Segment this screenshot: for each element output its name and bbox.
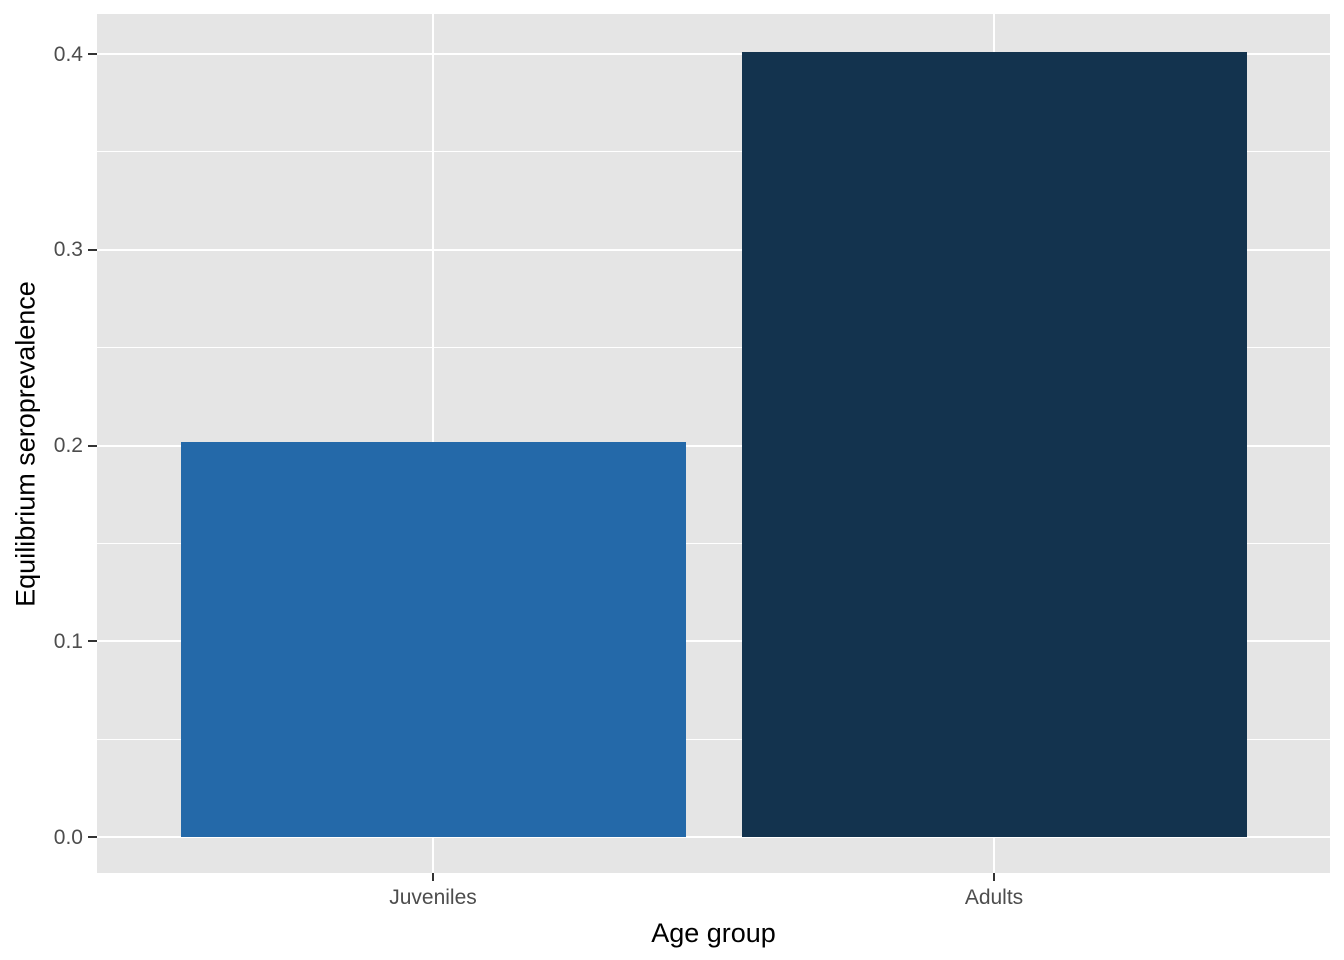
y-tick-mark-0.1: [88, 640, 97, 643]
gridline-minor-y-0.05: [97, 738, 1330, 740]
y-tick-mark-0.2: [88, 444, 97, 447]
gridline-major-y-0.3: [97, 248, 1330, 251]
gridline-minor-y-0.35: [97, 151, 1330, 153]
bar-juveniles: [180, 442, 686, 837]
y-tick-mark-0.0: [88, 836, 97, 838]
y-tick-label-0.1: 0.1: [53, 629, 83, 653]
gridline-major-y-0.2: [97, 444, 1330, 447]
x-tick-mark-adults: [993, 873, 995, 881]
bar-adults: [741, 52, 1247, 837]
x-axis-title: Age group: [651, 918, 776, 948]
gridline-minor-y-0.15: [97, 542, 1330, 544]
gridline-minor-y-0.25: [97, 347, 1330, 349]
y-tick-mark-0.4: [88, 53, 97, 55]
y-tick-label-0.3: 0.3: [53, 238, 83, 262]
y-tick-label-0.0: 0.0: [53, 825, 83, 849]
plot-panel: [97, 14, 1330, 873]
y-tick-label-0.4: 0.4: [53, 42, 83, 66]
y-tick-mark-0.3: [88, 248, 97, 251]
x-tick-mark-juveniles: [432, 873, 434, 881]
y-tick-label-0.2: 0.2: [53, 434, 83, 457]
gridline-major-y-0.1: [97, 640, 1330, 643]
x-tick-label-juveniles: Juveniles: [389, 886, 477, 909]
gridline-major-y-0.4: [97, 53, 1330, 55]
x-tick-label-adults: Adults: [964, 886, 1024, 909]
gridline-major-y-0: [97, 836, 1330, 838]
